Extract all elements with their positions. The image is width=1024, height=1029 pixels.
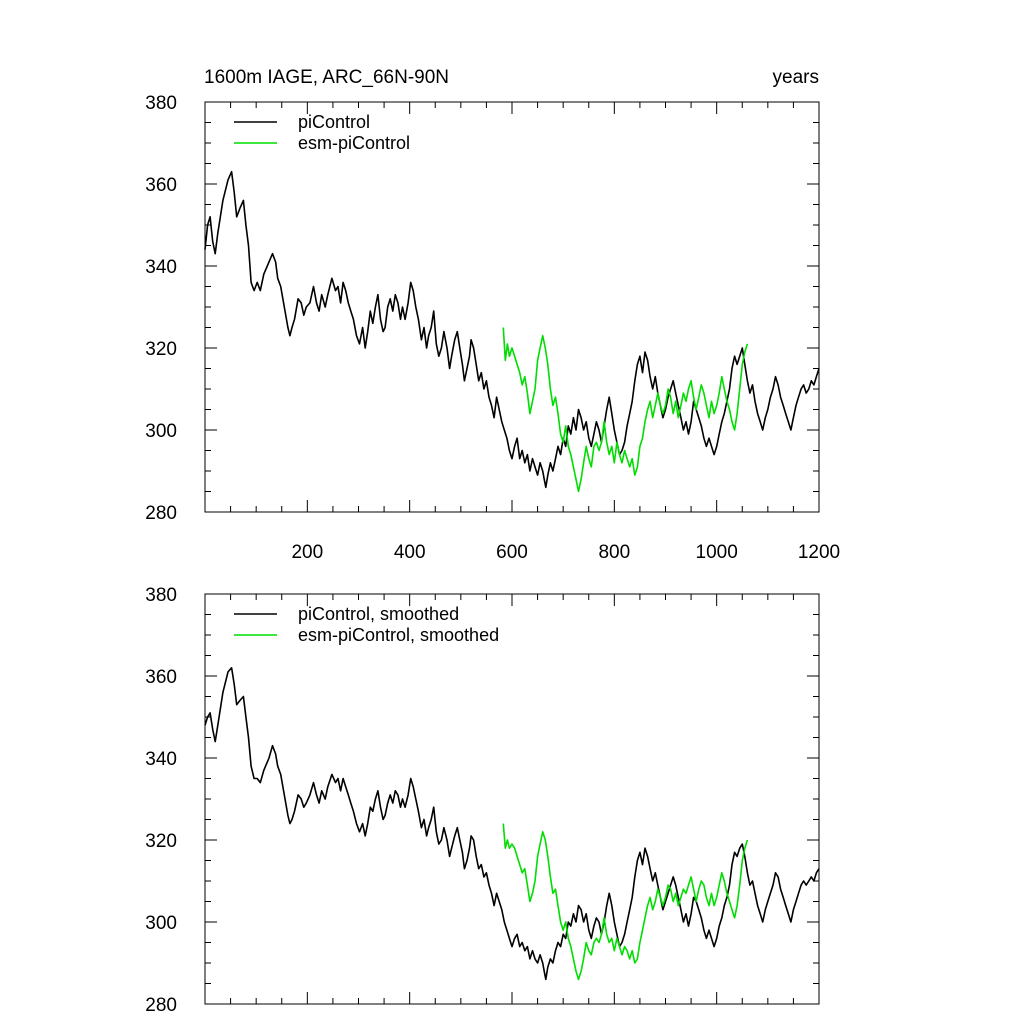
legend-label: esm-piControl, smoothed	[298, 625, 499, 645]
y-tick-label: 360	[145, 667, 177, 688]
y-tick-label: 380	[145, 93, 177, 114]
figure-title: 1600m IAGE, ARC_66N-90N	[204, 67, 449, 88]
x-tick-label: 200	[291, 542, 323, 563]
units-label: years	[773, 67, 819, 88]
y-tick-label: 280	[145, 503, 177, 524]
legend-label: piControl, smoothed	[298, 604, 459, 624]
y-tick-label: 340	[145, 257, 177, 278]
x-tick-label: 400	[394, 542, 426, 563]
y-tick-label: 280	[145, 995, 177, 1016]
x-tick-label: 600	[496, 542, 528, 563]
series-line-picontrol	[204, 170, 820, 489]
y-tick-label: 300	[145, 421, 177, 442]
x-tick-label: 1200	[798, 542, 840, 563]
y-tick-label: 300	[145, 913, 177, 934]
y-tick-label: 380	[145, 585, 177, 606]
y-tick-label: 340	[145, 749, 177, 770]
y-tick-label: 320	[145, 831, 177, 852]
bottom-panel: 280 300 320 340 360 380 piControl, smoothedesm…	[145, 585, 820, 1016]
x-tick-label: 1000	[696, 542, 738, 563]
x-tick-label: 800	[598, 542, 630, 563]
legend-label: esm-piControl	[298, 133, 410, 153]
top-panel: 280 300 320 340 360 380 200 400 600 800 1000 1200 pi…	[145, 93, 840, 563]
series-line-picontrol	[204, 667, 820, 981]
series-line-esm-picontrol	[502, 327, 749, 493]
series-line-esm-picontrol	[502, 823, 749, 981]
legend-label: piControl	[298, 112, 370, 132]
y-tick-label: 320	[145, 339, 177, 360]
y-tick-label: 360	[145, 175, 177, 196]
